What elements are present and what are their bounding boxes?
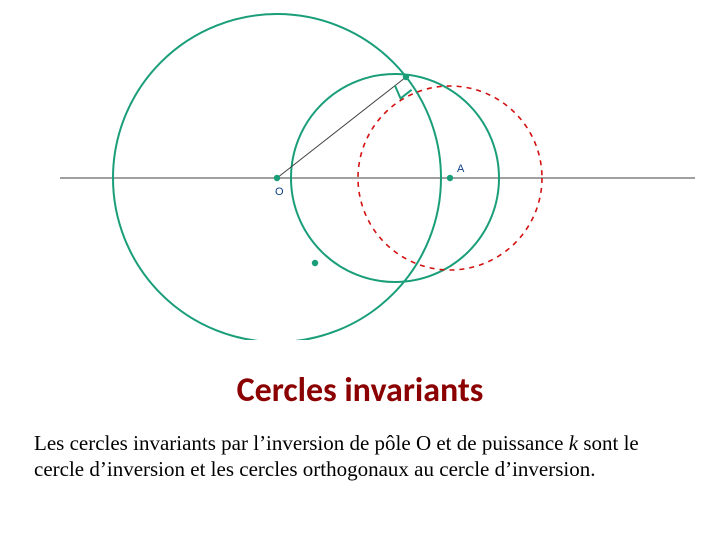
point-label-A: A [457,163,465,175]
point-O [274,175,280,181]
point-I1 [312,260,318,266]
body-paragraph: Les cercles invariants par l’inversion d… [34,430,686,483]
point-I2 [403,74,409,80]
slide: OA Cercles invariants Les cercles invari… [0,0,720,540]
right-angle-marker [395,86,412,99]
page-title: Cercles invariants [0,370,720,411]
point-A [447,175,453,181]
geometry-diagram: OA [0,0,720,340]
point-label-O: O [275,186,284,198]
radius-to-tangent [277,77,406,178]
